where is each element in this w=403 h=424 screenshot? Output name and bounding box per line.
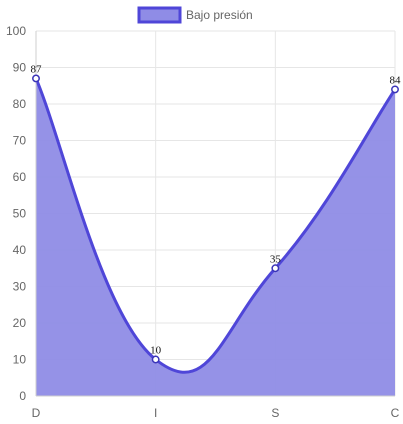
label-layer: 87 10 35 84 [31, 63, 402, 356]
legend[interactable]: Bajo presión [137, 6, 253, 24]
series-area-fill [36, 78, 395, 396]
y-tick-label: 100 [6, 24, 26, 38]
y-tick-label: 80 [13, 97, 27, 111]
y-tick-label: 70 [13, 134, 27, 148]
y-tick-label: 60 [13, 170, 27, 184]
series-line [34, 77, 397, 374]
legend-swatch[interactable] [137, 6, 182, 24]
data-label-c: 84 [390, 74, 402, 86]
y-tick-label: 0 [19, 389, 26, 403]
data-label-d: 87 [31, 63, 43, 75]
point-layer [32, 74, 399, 364]
y-tick-label: 40 [13, 243, 27, 257]
legend-label[interactable]: Bajo presión [186, 8, 253, 22]
y-tick-label: 30 [13, 280, 27, 294]
x-tick-label: I [154, 406, 157, 420]
y-tick-label: 50 [13, 207, 27, 221]
axis-layer: 0 10 20 30 40 50 60 70 80 90 100 D I S C [6, 24, 400, 420]
x-tick-label: C [391, 406, 400, 420]
area-layer [34, 77, 397, 396]
data-label-s: 35 [270, 253, 282, 265]
data-point-c[interactable] [391, 85, 399, 94]
y-tick-label: 20 [13, 316, 27, 330]
y-tick-label: 10 [13, 353, 27, 367]
data-point-d[interactable] [32, 74, 40, 83]
x-tick-label: D [32, 406, 41, 420]
y-tick-label: 90 [13, 61, 27, 75]
x-tick-label: S [271, 406, 279, 420]
data-point-s[interactable] [271, 264, 280, 273]
data-point-i[interactable] [151, 355, 160, 364]
data-label-i: 10 [150, 345, 162, 357]
